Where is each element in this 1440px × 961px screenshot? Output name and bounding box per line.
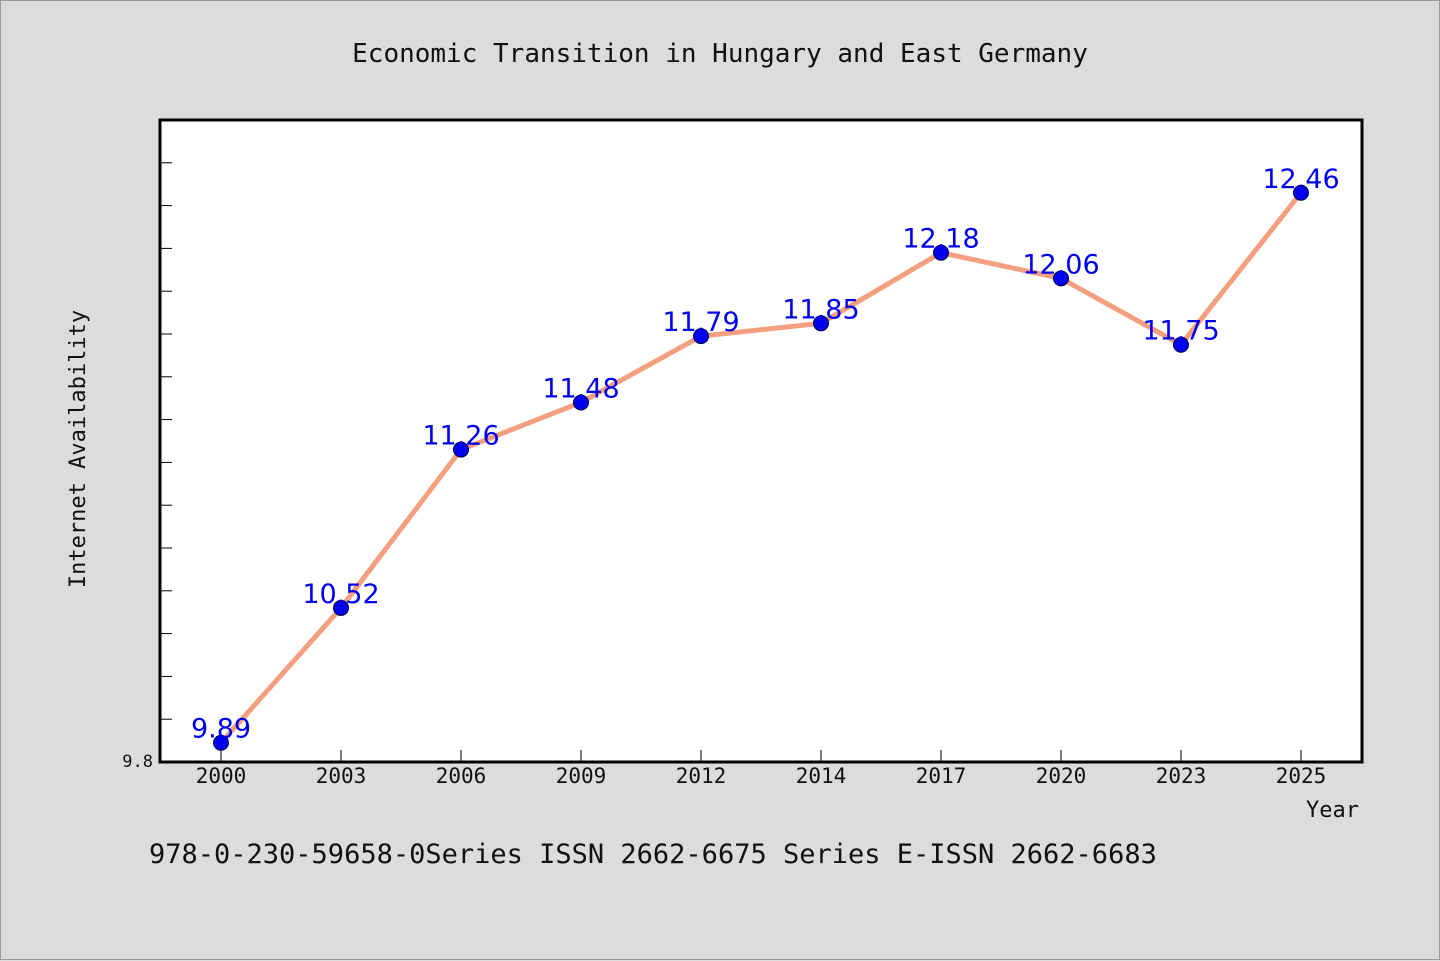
y-axis-label: Internet Availability: [66, 310, 91, 588]
x-tick-label: 2014: [796, 764, 847, 788]
x-axis-tick-labels: 2000 2003 2006 2009 2012 2014 2017 2020 2023 2025: [196, 764, 1327, 788]
data-point: [1173, 336, 1189, 353]
data-point: [333, 599, 349, 616]
data-point: [933, 244, 949, 261]
data-labels: 9.89 10.52 11.26 11.48 11.79 11.85 12.18 12.06 1…: [191, 164, 1340, 745]
x-tick-label: 2017: [916, 764, 967, 788]
data-label: 9.89: [191, 714, 251, 745]
data-markers: [213, 184, 1309, 751]
data-label: 12.46: [1262, 164, 1339, 195]
x-tick-label: 2000: [196, 764, 247, 788]
x-tick-label: 2020: [1036, 764, 1087, 788]
series-line: [218, 190, 1304, 746]
x-axis-ticks: [220, 750, 1302, 762]
data-point: [453, 441, 469, 458]
x-tick-label: 2023: [1156, 764, 1207, 788]
data-point: [693, 328, 709, 345]
data-point: [573, 394, 589, 411]
data-label: 12.06: [1022, 249, 1099, 280]
x-tick-label: 2009: [556, 764, 607, 788]
x-tick-label: 2006: [436, 764, 487, 788]
x-axis-label: Year: [1306, 798, 1359, 823]
y-tick-label: 9.8: [122, 752, 153, 772]
x-tick-label: 2012: [676, 764, 727, 788]
data-label: 12.18: [902, 224, 979, 255]
data-label: 11.85: [782, 294, 859, 325]
x-tick-label: 2025: [1276, 764, 1327, 788]
data-point: [813, 315, 829, 332]
chart-title: Economic Transition in Hungary and East …: [352, 39, 1088, 69]
data-point: [213, 734, 229, 751]
data-point: [1053, 270, 1069, 287]
plot-area: [158, 118, 1364, 764]
x-tick-label: 2003: [316, 764, 367, 788]
data-point: [1293, 184, 1309, 201]
data-label: 11.26: [422, 421, 499, 452]
data-label: 11.75: [1142, 316, 1219, 347]
isbn-caption: 978-0-230-59658-0Series ISSN 2662-6675 S…: [149, 839, 1157, 870]
data-label: 11.48: [542, 373, 619, 404]
y-axis-minor-ticks: [160, 162, 172, 720]
data-label: 10.52: [302, 579, 379, 610]
data-label: 11.79: [662, 307, 739, 338]
